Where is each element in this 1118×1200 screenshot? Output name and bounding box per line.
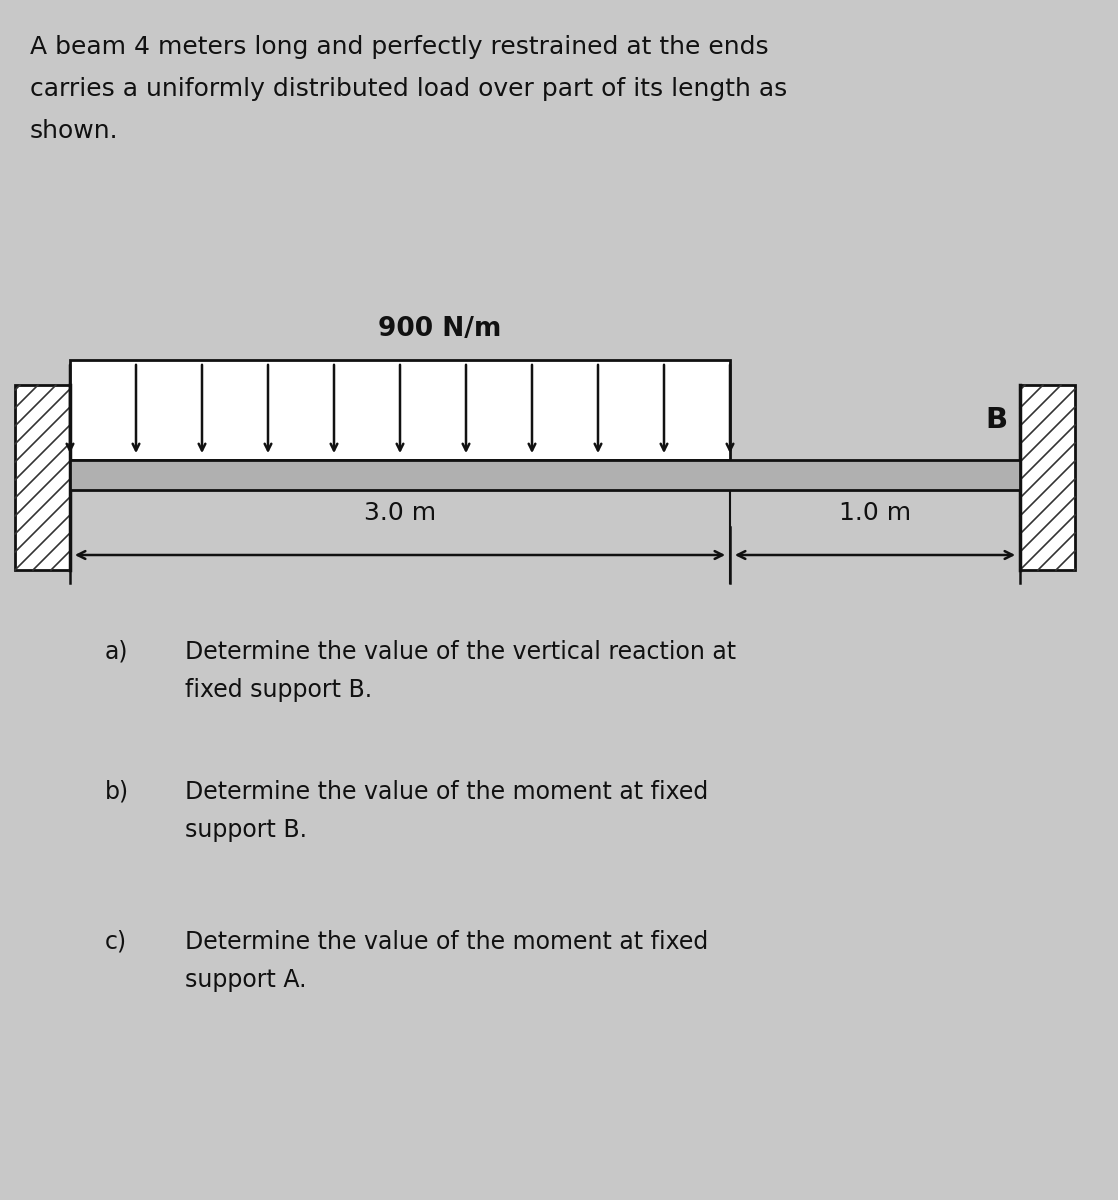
Text: carries a uniformly distributed load over part of its length as: carries a uniformly distributed load ove… [30, 77, 787, 101]
Text: 3.0 m: 3.0 m [364, 502, 436, 526]
Text: b): b) [105, 780, 129, 804]
Text: a): a) [105, 640, 129, 664]
Text: shown.: shown. [30, 119, 119, 143]
Text: fixed support B.: fixed support B. [184, 678, 372, 702]
Text: Determine the value of the moment at fixed: Determine the value of the moment at fix… [184, 780, 708, 804]
Text: A beam 4 meters long and perfectly restrained at the ends: A beam 4 meters long and perfectly restr… [30, 35, 769, 59]
Text: A: A [18, 500, 40, 528]
Bar [70, 360, 730, 460]
Text: Determine the value of the vertical reaction at: Determine the value of the vertical reac… [184, 640, 736, 664]
Text: 900 N/m: 900 N/m [378, 316, 502, 342]
Text: c): c) [105, 930, 127, 954]
Bar [70, 460, 1020, 490]
Text: support B.: support B. [184, 818, 307, 842]
Bar [15, 385, 70, 570]
Bar [1020, 385, 1076, 570]
Text: support A.: support A. [184, 968, 306, 992]
Text: Determine the value of the moment at fixed: Determine the value of the moment at fix… [184, 930, 708, 954]
Text: 1.0 m: 1.0 m [838, 502, 911, 526]
Text: B: B [986, 406, 1008, 434]
